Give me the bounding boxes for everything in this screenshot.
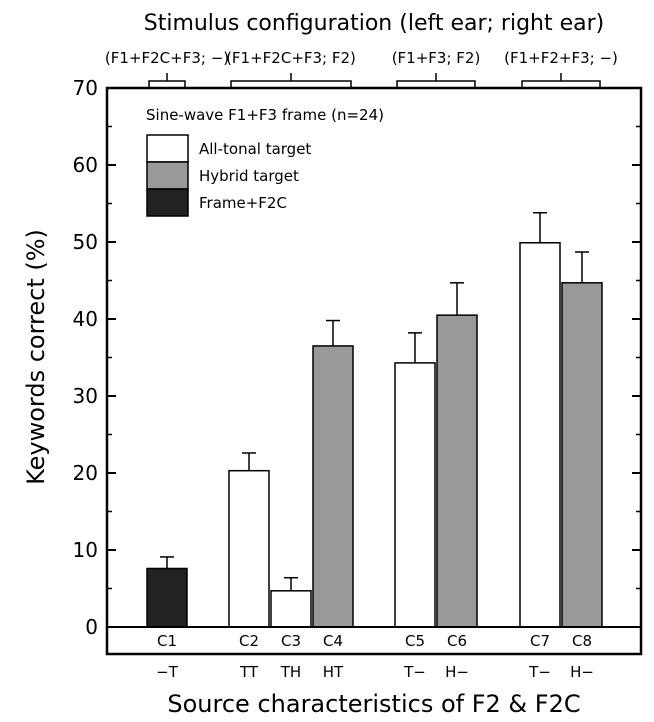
condition-label-c5: C5 <box>405 632 425 650</box>
condition-label-c3: C3 <box>281 632 301 650</box>
bar-c6 <box>436 314 478 628</box>
bars <box>146 242 603 628</box>
y-tick-label-0: 0 <box>85 615 98 639</box>
y-tick-label-50: 50 <box>73 230 98 254</box>
x-axis-label: Source characteristics of F2 & F2C <box>167 690 580 718</box>
legend-label-1: All-tonal target <box>199 140 311 158</box>
bar-c8 <box>561 282 603 628</box>
condition-label-c7: C7 <box>530 632 550 650</box>
source-label-c7: T− <box>528 663 551 681</box>
y-tick-label-70: 70 <box>73 76 98 100</box>
condition-strip: C1 −T C2 TT C3 TH C4 HT C5 T− C6 H− C7 T− C8 H− <box>107 626 641 681</box>
legend-swatch-3 <box>146 188 189 217</box>
source-label-c6: H− <box>445 663 469 681</box>
source-label-c4: HT <box>323 663 344 681</box>
chart-title: Stimulus configuration (left ear; right … <box>144 11 605 36</box>
source-label-c8: H− <box>570 663 594 681</box>
bar-c3 <box>270 590 312 628</box>
y-axis-label: Keywords correct (%) <box>22 229 50 485</box>
y-tick-label-30: 30 <box>73 384 98 408</box>
group-label-3: (F1+F3; F2) <box>392 49 481 67</box>
condition-label-c4: C4 <box>323 632 343 650</box>
source-label-c2: TT <box>239 663 259 681</box>
y-tick-label-20: 20 <box>73 461 98 485</box>
condition-label-c2: C2 <box>239 632 259 650</box>
legend-label-2: Hybrid target <box>199 167 299 185</box>
bar-c2 <box>228 469 270 628</box>
condition-label-c1: C1 <box>157 632 177 650</box>
legend-title: Sine-wave F1+F3 frame (n=24) <box>146 106 384 124</box>
condition-label-c8: C8 <box>572 632 592 650</box>
legend-swatch-2 <box>146 161 189 190</box>
bar-c4 <box>312 345 354 628</box>
source-label-c5: T− <box>403 663 426 681</box>
bar-c7 <box>519 242 561 628</box>
source-label-c3: TH <box>280 663 301 681</box>
y-tick-label-10: 10 <box>73 538 98 562</box>
y-tick-label-60: 60 <box>73 153 98 177</box>
y-tick-label-40: 40 <box>73 307 98 331</box>
group-label-4: (F1+F2+F3; −) <box>504 49 618 67</box>
plot-frame <box>105 86 643 656</box>
condition-label-c6: C6 <box>447 632 467 650</box>
legend: Sine-wave F1+F3 frame (n=24) All-tonal ta… <box>146 106 384 217</box>
bar-c5 <box>394 362 436 628</box>
group-label-2: (F1+F2C+F3; F2) <box>226 49 356 67</box>
group-label-1: (F1+F2C+F3; −) <box>105 49 229 67</box>
error-bars <box>160 211 589 591</box>
bar-c1 <box>146 567 188 628</box>
y-axis: 0 10 20 30 40 50 60 70 <box>73 76 641 639</box>
legend-swatch-1 <box>146 134 189 163</box>
source-label-c1: −T <box>156 663 179 681</box>
legend-label-3: Frame+F2C <box>199 194 287 212</box>
group-brackets: (F1+F2C+F3; −)(F1+F2C+F3; F2) (F1+F3; F2)… <box>105 49 618 88</box>
